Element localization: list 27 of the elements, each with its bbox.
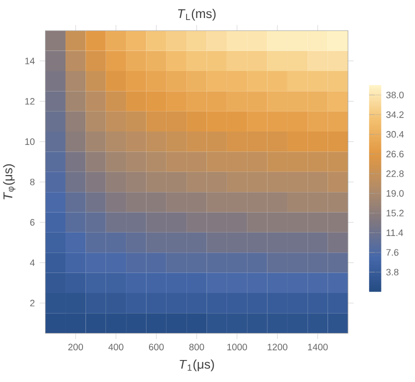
color-bar-label: 38.0 [386,92,404,98]
x-tick-label: 400 [108,344,124,350]
color-bar-label: 15.2 [386,210,404,216]
color-bar-label: 11.4 [386,230,404,236]
y-axis-title: T$_{φ}$(μs) [3,164,16,200]
x-tick-label: 1400 [308,344,328,350]
color-bar-label: 7.6 [386,249,398,256]
x-tick-label: 800 [189,344,204,350]
y-tick-label: 4 [30,259,35,266]
y-tick-label: 8 [30,178,35,186]
color-bar-label: 22.8 [386,170,404,178]
color-bar-label: 26.6 [386,150,404,158]
chart-title: T$_{L}$(ms) [178,8,216,21]
y-tick-label: 14 [25,58,35,64]
x-tick-label: 600 [149,344,164,350]
color-bar-label: 3.8 [386,268,398,276]
x-tick-label: 1000 [227,344,248,350]
y-tick-label: 12 [25,98,34,105]
x-tick-label: 200 [68,344,84,350]
color-bar-label: 34.2 [386,111,404,118]
x-axis-title: T$_{1}$(μs) [180,359,214,372]
color-bar-label: 19.0 [386,190,404,197]
y-tick-label: 10 [25,138,35,145]
color-bar-label: 30.4 [386,131,404,138]
x-tick-label: 1200 [268,344,288,350]
y-tick-label: 6 [30,219,35,226]
y-tick-label: 2 [30,300,34,306]
